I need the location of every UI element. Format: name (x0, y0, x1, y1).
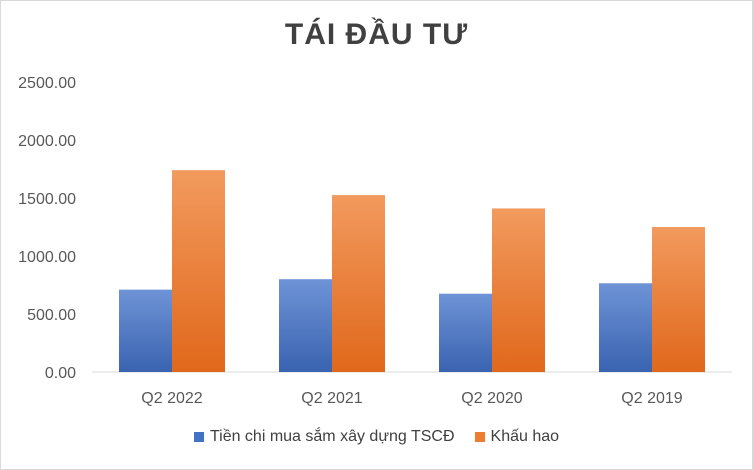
y-tick-label: 2500.00 (18, 75, 76, 92)
bar-capex (599, 283, 652, 372)
legend-item-depreciation: Khấu hao (474, 428, 560, 446)
legend-label-depreciation: Khấu hao (490, 428, 560, 445)
x-tick-label: Q2 2021 (301, 390, 362, 407)
x-tick-label: Q2 2019 (621, 390, 682, 407)
bar-capex (439, 293, 492, 372)
y-tick-label: 1500.00 (18, 191, 76, 208)
legend-swatch-capex (193, 432, 204, 442)
x-tick-label: Q2 2022 (141, 390, 202, 407)
y-tick-label: 0.00 (45, 365, 76, 382)
chart-legend: Tiền chi mua sắm xây dựng TSCĐ Khấu hao (0, 428, 753, 446)
bar-depreciation (332, 195, 385, 372)
y-tick-label: 500.00 (27, 307, 76, 324)
legend-label-capex: Tiền chi mua sắm xây dựng TSCĐ (209, 428, 455, 445)
legend-item-capex: Tiền chi mua sắm xây dựng TSCĐ (193, 428, 455, 446)
x-tick-label: Q2 2020 (461, 390, 522, 407)
chart-title: TÁI ĐẦU TƯ (284, 18, 469, 51)
bar-depreciation (492, 208, 545, 372)
bar-depreciation (172, 170, 225, 372)
bar-capex (119, 289, 172, 372)
bar-capex (279, 279, 332, 372)
bar-depreciation (652, 227, 705, 372)
y-tick-label: 2000.00 (18, 133, 76, 150)
legend-swatch-depreciation (474, 432, 485, 442)
y-tick-label: 1000.00 (18, 249, 76, 266)
